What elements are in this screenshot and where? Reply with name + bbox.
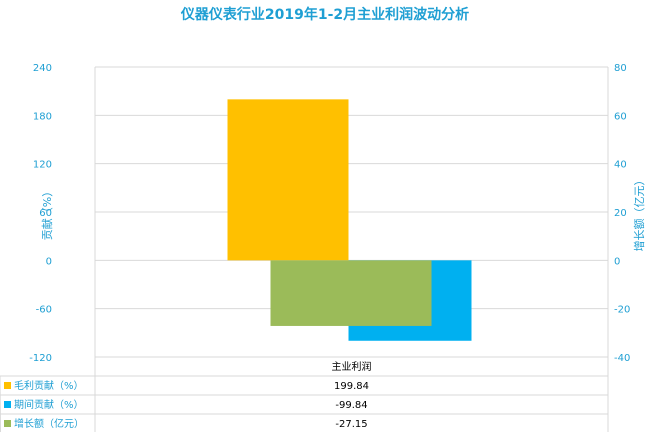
right-tick-label: 80 bbox=[614, 63, 627, 74]
bar-1 bbox=[227, 99, 349, 261]
table-category-header: 主业利润 bbox=[332, 360, 372, 373]
right-tick-label: 0 bbox=[614, 256, 620, 267]
left-tick-label: 60 bbox=[39, 208, 52, 219]
legend-swatch bbox=[4, 401, 11, 408]
right-tick-label: 20 bbox=[614, 208, 627, 219]
bar-3 bbox=[270, 260, 432, 326]
legend-swatch bbox=[4, 420, 11, 427]
left-tick-label: -120 bbox=[29, 353, 52, 364]
left-tick-label: 120 bbox=[33, 160, 52, 171]
chart-title: 仪器仪表行业2019年1-2月主业利润波动分析 bbox=[180, 7, 470, 23]
left-axis-title: 贡献（%） bbox=[40, 186, 54, 240]
legend-label: 期间贡献（%） bbox=[14, 398, 84, 411]
right-tick-label: 60 bbox=[614, 111, 627, 122]
right-axis-title: 增长额（亿元） bbox=[632, 175, 646, 252]
table-line bbox=[0, 375, 1, 432]
left-tick-label: 180 bbox=[33, 111, 52, 122]
table-value: -99.84 bbox=[335, 400, 367, 411]
right-tick-label: 40 bbox=[614, 160, 627, 171]
left-tick-label: 0 bbox=[46, 256, 52, 267]
right-axis-ticks: -40 -20 0 20 40 60 80 bbox=[614, 63, 630, 364]
legend-swatch bbox=[4, 382, 11, 389]
right-tick-label: -20 bbox=[614, 305, 630, 316]
table-value: 199.84 bbox=[334, 381, 369, 392]
table-value: -27.15 bbox=[335, 419, 367, 430]
right-tick-label: -40 bbox=[614, 353, 630, 364]
left-tick-label: 240 bbox=[33, 63, 52, 74]
left-axis-ticks: -120 -60 0 60 120 180 240 bbox=[29, 63, 52, 364]
legend-label: 毛利贡献（%） bbox=[14, 379, 84, 392]
left-tick-label: -60 bbox=[36, 305, 52, 316]
bar-marks bbox=[227, 99, 472, 341]
legend-label: 增长额（亿元） bbox=[14, 417, 84, 430]
